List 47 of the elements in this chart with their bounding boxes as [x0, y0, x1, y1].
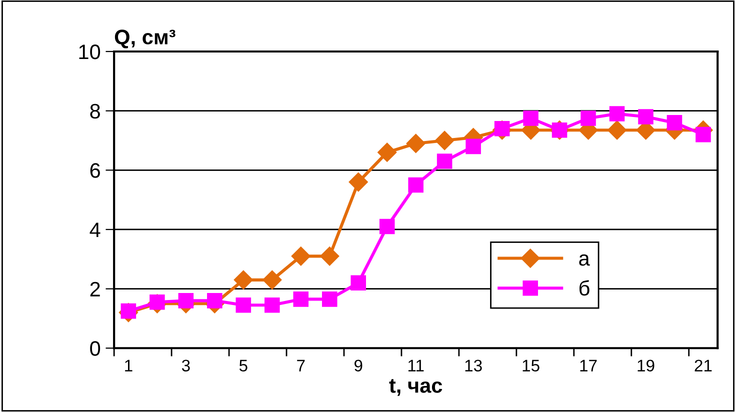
y-tick-label: 2 — [90, 282, 100, 296]
point — [320, 246, 340, 266]
point — [406, 134, 426, 153]
x-tick-label: 21 — [694, 360, 712, 372]
point — [378, 142, 397, 162]
point — [207, 293, 222, 308]
x-tick-label: 9 — [354, 360, 362, 372]
point — [436, 154, 452, 169]
x-tick-label: 19 — [638, 360, 654, 372]
point — [696, 126, 711, 142]
point — [523, 110, 538, 126]
x-tick-label: 5 — [239, 360, 248, 372]
y-tick-label: 4 — [90, 222, 100, 238]
x-axis-title: t, час — [389, 379, 442, 396]
point — [234, 270, 253, 290]
legend-label: а — [579, 254, 590, 266]
point — [638, 109, 654, 124]
point — [322, 292, 338, 307]
x-tick-label: 13 — [465, 360, 482, 372]
point — [435, 130, 454, 150]
point — [466, 138, 481, 154]
point — [609, 106, 625, 122]
x-tick-label: 3 — [182, 360, 190, 372]
point — [178, 293, 194, 308]
y-tick-label: 0 — [90, 341, 100, 356]
x-tick-label: 17 — [580, 360, 597, 372]
point — [236, 297, 252, 313]
point — [350, 275, 366, 291]
point — [348, 172, 368, 192]
point — [264, 297, 280, 313]
y-tick-label: 6 — [90, 163, 100, 178]
point — [291, 246, 310, 266]
point — [379, 218, 395, 234]
point — [607, 120, 627, 140]
x-tick-label: 11 — [408, 360, 424, 372]
y-tick-label: 8 — [90, 104, 100, 119]
x-tick-label: 15 — [522, 360, 540, 372]
x-tick-label: 1 — [125, 360, 132, 372]
y-tick-label: 10 — [79, 44, 100, 60]
point — [262, 270, 282, 290]
y-axis-title: Q, см³ — [114, 30, 176, 48]
x-tick-label: 7 — [297, 360, 305, 372]
point — [580, 110, 596, 126]
point — [293, 292, 309, 307]
point — [666, 115, 682, 130]
point — [408, 177, 424, 193]
legend-label: б — [580, 280, 590, 296]
